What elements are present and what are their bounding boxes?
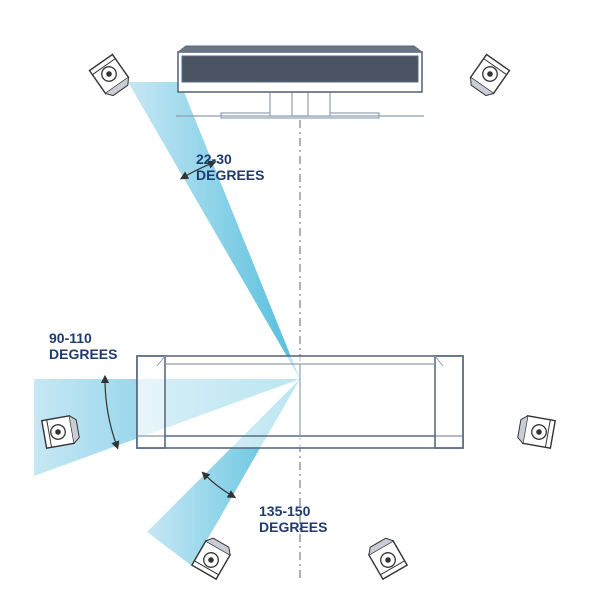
speaker-placement-diagram: 22-30 DEGREES 90-110 DEGREES 135-150 DEG… xyxy=(0,0,600,600)
front-angle-unit: DEGREES xyxy=(196,167,264,183)
side-angle-unit: DEGREES xyxy=(49,346,117,362)
front-angle-value: 22-30 xyxy=(196,151,232,167)
rear-angle-label: 135-150 DEGREES xyxy=(259,503,327,535)
rear-angle-value: 135-150 xyxy=(259,503,310,519)
speaker-front-left xyxy=(90,55,132,99)
speaker-side-left xyxy=(42,415,80,448)
speaker-front-right xyxy=(467,55,509,99)
speaker-side-right xyxy=(517,415,555,448)
front-angle-label: 22-30 DEGREES xyxy=(196,151,264,183)
speaker-rear-right xyxy=(366,536,407,579)
rear-angle-unit: DEGREES xyxy=(259,519,327,535)
side-angle-label: 90-110 DEGREES xyxy=(49,330,117,362)
side-angle-value: 90-110 xyxy=(49,330,92,346)
